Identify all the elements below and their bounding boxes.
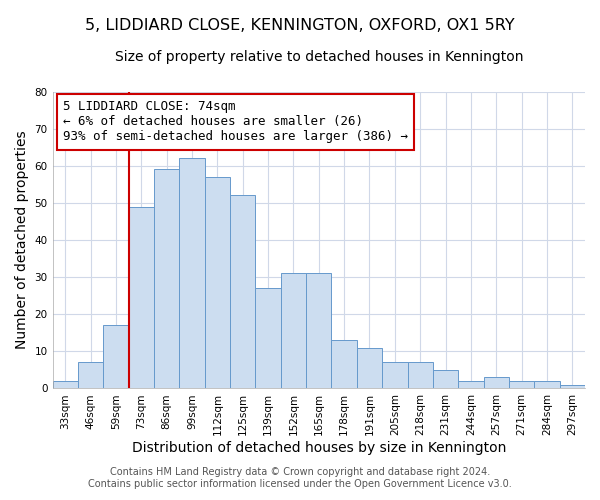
Bar — [281, 274, 306, 388]
Bar — [560, 384, 585, 388]
X-axis label: Distribution of detached houses by size in Kennington: Distribution of detached houses by size … — [131, 441, 506, 455]
Bar — [433, 370, 458, 388]
Bar — [534, 381, 560, 388]
Bar — [382, 362, 407, 388]
Bar — [306, 274, 331, 388]
Bar — [128, 206, 154, 388]
Y-axis label: Number of detached properties: Number of detached properties — [15, 130, 29, 350]
Bar — [230, 196, 256, 388]
Bar — [407, 362, 433, 388]
Bar — [103, 326, 128, 388]
Bar — [256, 288, 281, 388]
Bar — [357, 348, 382, 389]
Text: 5, LIDDIARD CLOSE, KENNINGTON, OXFORD, OX1 5RY: 5, LIDDIARD CLOSE, KENNINGTON, OXFORD, O… — [85, 18, 515, 32]
Bar — [331, 340, 357, 388]
Bar — [53, 381, 78, 388]
Bar — [154, 170, 179, 388]
Text: 5 LIDDIARD CLOSE: 74sqm
← 6% of detached houses are smaller (26)
93% of semi-det: 5 LIDDIARD CLOSE: 74sqm ← 6% of detached… — [63, 100, 408, 144]
Text: Contains HM Land Registry data © Crown copyright and database right 2024.
Contai: Contains HM Land Registry data © Crown c… — [88, 468, 512, 489]
Bar — [484, 378, 509, 388]
Bar — [179, 158, 205, 388]
Title: Size of property relative to detached houses in Kennington: Size of property relative to detached ho… — [115, 50, 523, 64]
Bar — [509, 381, 534, 388]
Bar — [205, 177, 230, 388]
Bar — [458, 381, 484, 388]
Bar — [78, 362, 103, 388]
